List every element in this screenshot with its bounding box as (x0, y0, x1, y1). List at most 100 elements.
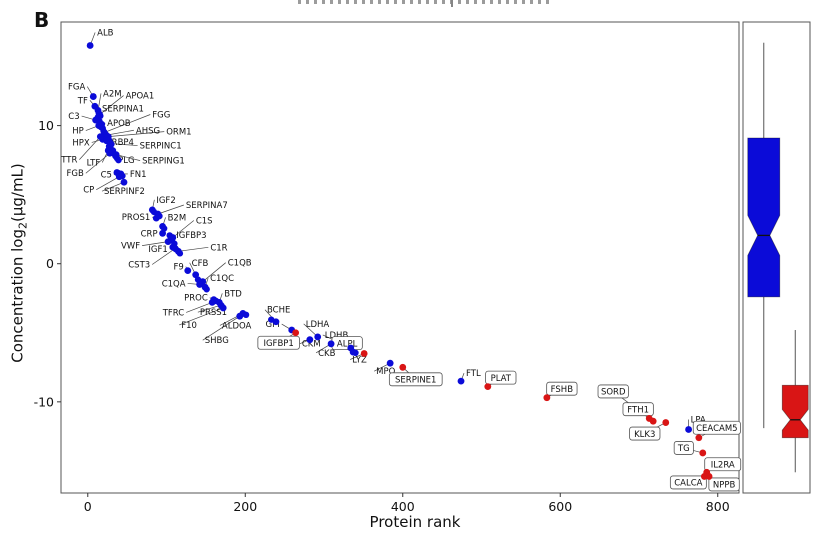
data-point-SHBG (236, 312, 244, 320)
protein-label-TTR: TTR (60, 156, 77, 166)
cropped-figure-title (298, 0, 553, 7)
protein-label-C3: C3 (68, 112, 79, 122)
protein-label-ALDOA: ALDOA (222, 321, 252, 331)
protein-label-CRP: CRP (141, 229, 158, 239)
protein-label-RBP4: RBP4 (112, 138, 134, 148)
protein-label-FSHB: FSHB (551, 385, 574, 395)
protein-label-AHSG: AHSG (136, 126, 160, 136)
protein-label-FGG: FGG (152, 110, 170, 120)
data-point-IGF2 (148, 206, 156, 214)
leader-FGG (104, 114, 151, 133)
label-box-CALCA (669, 475, 707, 490)
protein-label-CFB: CFB (192, 259, 209, 269)
protein-label-HP: HP (72, 127, 84, 137)
protein-label-PLG: PLG (118, 156, 134, 166)
data-point-TFRC (208, 298, 216, 306)
protein-label-CKM: CKM (302, 340, 321, 350)
data-point-PLAT (484, 383, 492, 391)
leader-C1S (172, 220, 195, 238)
data-point-KLK3 (662, 419, 670, 426)
protein-label-PROC: PROC (184, 294, 208, 304)
leader-SERPINF2 (101, 181, 125, 192)
protein-label-IL2RA: IL2RA (711, 460, 735, 470)
data-point (115, 156, 122, 164)
data-point-F9 (184, 267, 192, 275)
label-box-FTH1 (622, 402, 654, 417)
protein-label-PRSS1: PRSS1 (200, 308, 227, 318)
data-point-APOB (97, 123, 105, 131)
protein-label-C5: C5 (101, 171, 112, 181)
boxplot-blue-group (747, 137, 781, 298)
data-point-FTH1 (649, 417, 657, 425)
data-point-FGA (89, 93, 97, 100)
data-point-CKM (306, 336, 314, 344)
y-axis-tick-label: 10 (38, 118, 54, 133)
protein-label-IGFBP1: IGFBP1 (263, 339, 293, 349)
x-axis-tick-label: 600 (548, 499, 572, 514)
data-point-F10 (219, 304, 227, 312)
protein-label-SHBG: SHBG (205, 336, 229, 346)
data-point-PROS1 (152, 214, 160, 222)
label-box-IGFBP1 (257, 335, 300, 350)
protein-label-NPPB: NPPB (713, 481, 736, 491)
data-point-VWF (164, 238, 172, 246)
x-axis-tick-label: 200 (233, 499, 257, 514)
leader-C1R (178, 246, 209, 252)
protein-label-IGF1: IGF1 (148, 245, 167, 255)
data-point-B2M (159, 223, 166, 230)
protein-label-B2M: B2M (168, 213, 187, 223)
label-box-KLK3 (629, 426, 661, 441)
boxplot-red-group (781, 384, 809, 439)
x-axis-tick-label: 0 (84, 499, 92, 514)
protein-label-TFRC: TFRC (162, 308, 185, 318)
protein-label-MPO: MPO (376, 367, 395, 377)
label-box-CEACAM5 (692, 420, 741, 435)
protein-label-CP: CP (83, 186, 94, 196)
data-point-SERPING1 (112, 151, 120, 158)
y-axis-tick-label: -10 (34, 394, 54, 409)
protein-label-C1QA: C1QA (162, 279, 186, 289)
protein-label-SERPING1: SERPING1 (142, 157, 185, 167)
protein-label-BCHE: BCHE (267, 306, 290, 316)
protein-label-SERPINE1: SERPINE1 (395, 376, 436, 386)
leader-CP (96, 176, 120, 191)
protein-label-GPI: GPI (265, 320, 279, 330)
protein-label-IGF2: IGF2 (156, 196, 175, 206)
data-point-CKB (327, 340, 335, 348)
data-point-CALCA (700, 473, 708, 480)
protein-label-LTF: LTF (87, 158, 101, 168)
data-point-CRP (159, 229, 166, 237)
protein-label-KLK3: KLK3 (634, 430, 655, 440)
data-point-TG (699, 449, 707, 457)
protein-label-SERPINC1: SERPINC1 (140, 142, 182, 152)
leader-SERPINC1 (110, 143, 138, 146)
protein-label-C1QC: C1QC (210, 274, 234, 284)
protein-label-TG: TG (677, 444, 690, 454)
protein-label-CST3: CST3 (128, 261, 150, 271)
leader-SHBG (202, 315, 240, 341)
protein-label-SERPINA7: SERPINA7 (186, 201, 228, 211)
data-point-ALPL (349, 348, 357, 356)
protein-label-APOB: APOB (107, 119, 131, 129)
leader-TFRC (186, 302, 213, 313)
leader-C1QB (202, 262, 226, 282)
protein-label-IGFBP3: IGFBP3 (176, 231, 206, 241)
protein-label-ALPL: ALPL (337, 339, 358, 349)
protein-label-TF: TF (77, 96, 88, 106)
leader-SERPING1 (116, 154, 141, 161)
protein-label-VWF: VWF (121, 242, 140, 252)
label-box-FSHB (546, 381, 578, 396)
data-point-IGFBP1 (292, 329, 300, 337)
data-point-LDHA (314, 333, 322, 341)
label-box-SORD (597, 384, 629, 399)
label-box-NPPB (708, 477, 740, 492)
protein-label-FGA: FGA (68, 83, 85, 93)
data-point-FGB (106, 149, 114, 157)
protein-label-HPX: HPX (72, 138, 90, 148)
data-point-BCHE (272, 318, 280, 326)
boxplot-panel-border (742, 21, 811, 494)
protein-label-CALCA: CALCA (674, 479, 702, 489)
data-point-CP (115, 173, 123, 181)
data-point-SERPINF2 (120, 178, 128, 186)
